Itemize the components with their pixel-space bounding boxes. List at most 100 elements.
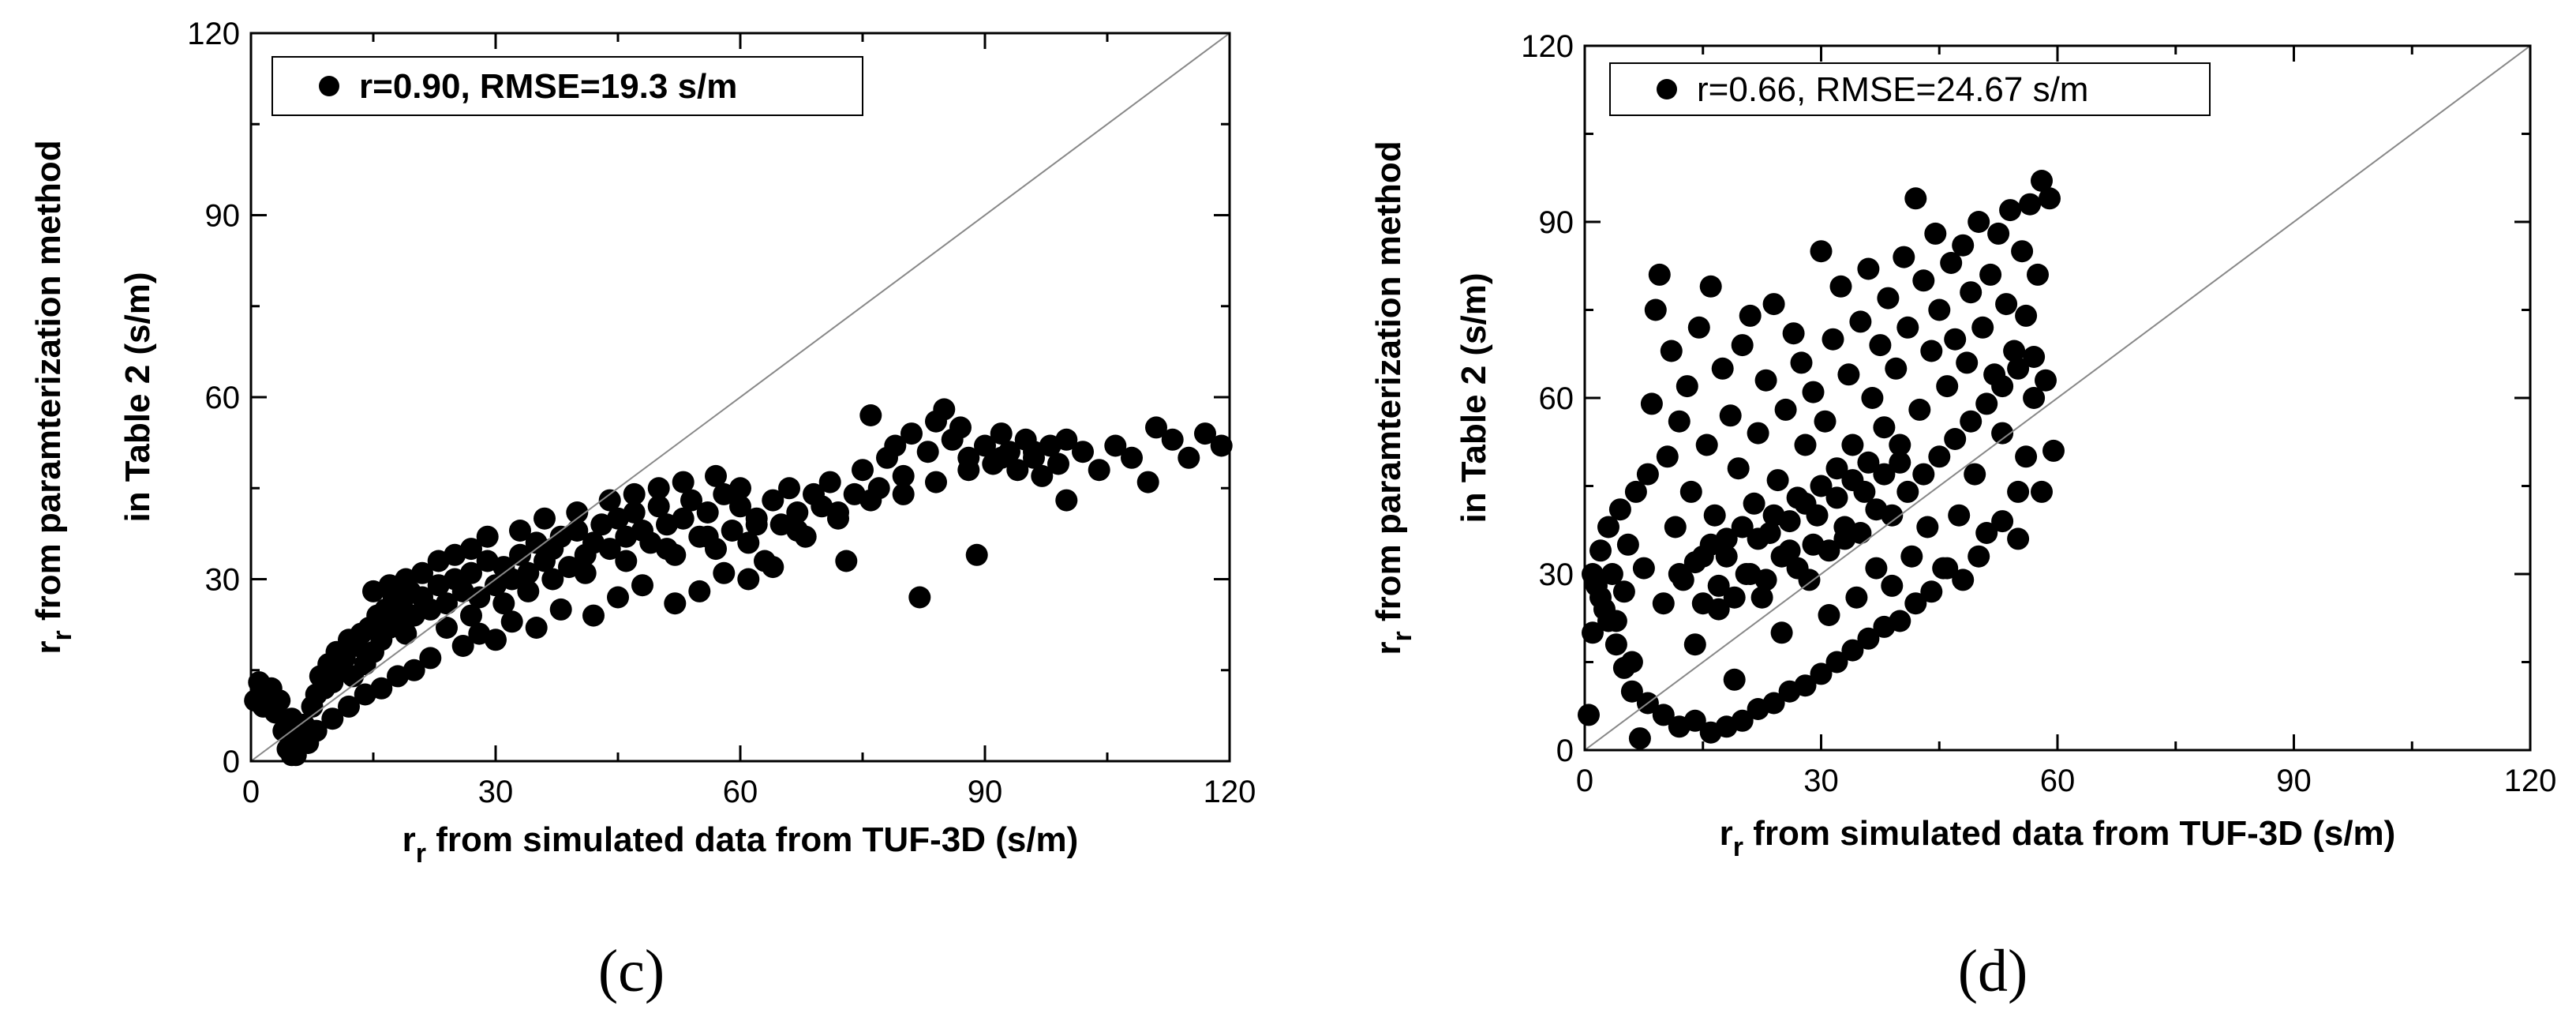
data-point <box>900 422 923 445</box>
data-point <box>1589 586 1612 609</box>
data-point <box>1960 281 1983 304</box>
panel-c-legend-box <box>271 56 863 116</box>
data-point <box>1818 539 1840 562</box>
data-point <box>1707 574 1730 597</box>
data-point <box>916 441 939 463</box>
y-tick-label: 30 <box>205 563 241 598</box>
data-point <box>1889 433 1911 456</box>
data-point <box>321 707 344 730</box>
data-point <box>1877 287 1900 310</box>
data-point <box>688 580 711 602</box>
data-point <box>1632 557 1655 580</box>
data-point <box>2042 439 2065 462</box>
data-point <box>859 489 882 512</box>
data-point <box>1928 445 1951 468</box>
data-point <box>419 647 442 670</box>
data-point <box>631 574 653 597</box>
data-point <box>1750 586 1773 609</box>
data-point <box>1608 498 1631 521</box>
data-point <box>1624 480 1647 503</box>
data-point <box>549 598 572 621</box>
data-point <box>1841 433 1864 456</box>
data-point <box>468 586 491 609</box>
data-point <box>1912 269 1935 292</box>
data-point <box>1952 569 1975 591</box>
data-point <box>476 525 499 548</box>
data-point <box>1088 459 1110 482</box>
panel-d-reference-line <box>1584 45 2531 751</box>
data-point <box>1960 410 1983 433</box>
data-point <box>2007 480 2030 503</box>
data-point <box>1885 357 1908 380</box>
data-point <box>411 561 433 584</box>
data-point <box>1908 398 1931 421</box>
data-point <box>1628 727 1651 750</box>
data-point <box>2031 480 2053 503</box>
data-point <box>745 513 768 536</box>
data-point <box>436 617 458 639</box>
data-point <box>1612 656 1635 679</box>
data-point <box>1699 721 1722 744</box>
data-point <box>1668 410 1690 433</box>
data-point <box>1023 441 1045 463</box>
data-point <box>696 501 719 524</box>
data-point <box>835 550 858 572</box>
panel-c-legend: r=0.90, RMSE=19.3 s/m <box>271 56 863 116</box>
panel-d-legend-marker <box>1657 79 1677 99</box>
data-point <box>1896 480 1919 503</box>
panel-d-chart: 0 30 60 90 120 0 30 60 90 120 r=0.66, RMSE=24.67 … <box>1369 29 2556 1004</box>
data-point <box>990 422 1013 445</box>
y-tick-label: 90 <box>1539 205 1574 240</box>
data-point <box>656 538 678 561</box>
data-point <box>2023 346 2046 368</box>
panel-d-legend-box <box>1609 62 2211 116</box>
data-point <box>2003 340 2026 362</box>
data-point <box>1794 433 1817 456</box>
panel-c-x-axis-title: rr from simulated data from TUF-3D (s/m) <box>402 820 1079 869</box>
data-point <box>1699 275 1722 298</box>
data-point <box>436 592 458 615</box>
y-tick-label: 60 <box>205 381 241 415</box>
data-point <box>1668 715 1690 738</box>
data-point <box>1604 633 1627 656</box>
data-point <box>1928 298 1951 321</box>
data-point <box>1766 469 1789 492</box>
data-point <box>1810 662 1833 685</box>
data-point <box>786 520 809 542</box>
data-point <box>1683 633 1706 656</box>
data-point <box>1754 369 1777 392</box>
data-point <box>1995 293 2018 316</box>
data-point <box>1936 557 1959 580</box>
data-point <box>696 525 719 548</box>
panel-c-ticks: 0 30 60 90 120 0 30 60 90 120 <box>187 17 1256 809</box>
data-point <box>460 604 482 627</box>
data-point <box>517 580 540 602</box>
data-point <box>1920 580 1943 603</box>
data-point <box>615 550 638 572</box>
data-point <box>1810 240 1833 263</box>
x-tick-label: 30 <box>1803 764 1839 798</box>
data-point <box>818 471 841 493</box>
data-point <box>925 471 947 493</box>
data-point <box>1971 316 1994 339</box>
data-point <box>2007 357 2030 380</box>
data-point <box>1991 375 2014 398</box>
data-point <box>713 561 736 584</box>
data-point <box>1178 446 1200 469</box>
data-point <box>1991 422 2014 445</box>
data-point <box>1582 621 1604 644</box>
data-point <box>1664 516 1687 539</box>
data-point <box>1616 533 1639 556</box>
data-point <box>460 538 482 561</box>
panel-c-y-axis-title-line2: in Table 2 (s/m) <box>118 272 157 522</box>
data-point <box>1920 340 1943 362</box>
data-point <box>1881 504 1904 527</box>
data-point <box>859 404 882 426</box>
data-point <box>1652 704 1675 726</box>
data-point <box>1676 375 1698 398</box>
data-point <box>509 520 531 542</box>
data-point <box>541 568 564 591</box>
data-point <box>1956 351 1979 374</box>
data-point <box>762 556 784 579</box>
y-tick-label: 120 <box>1521 29 1574 64</box>
